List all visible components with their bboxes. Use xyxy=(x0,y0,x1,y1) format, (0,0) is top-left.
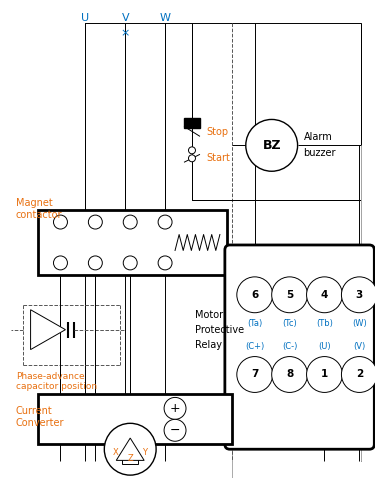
Text: Protective: Protective xyxy=(195,325,244,335)
Polygon shape xyxy=(30,310,65,350)
Text: buzzer: buzzer xyxy=(303,148,336,159)
Circle shape xyxy=(306,356,343,392)
Text: Motor: Motor xyxy=(195,310,223,319)
Text: contactor: contactor xyxy=(16,210,62,220)
Text: Relay: Relay xyxy=(195,340,222,350)
Text: Stop: Stop xyxy=(206,127,228,137)
Bar xyxy=(184,118,200,128)
Circle shape xyxy=(272,356,308,392)
Text: −: − xyxy=(170,424,180,437)
Text: +: + xyxy=(170,402,180,415)
Circle shape xyxy=(104,423,156,475)
Text: ×: × xyxy=(121,29,130,39)
FancyBboxPatch shape xyxy=(225,245,374,449)
Text: Phase-advance: Phase-advance xyxy=(16,372,84,380)
Text: Z: Z xyxy=(127,454,133,463)
Circle shape xyxy=(88,215,102,229)
Circle shape xyxy=(164,398,186,419)
Text: 1: 1 xyxy=(321,369,328,379)
Text: Y: Y xyxy=(142,448,147,457)
Circle shape xyxy=(53,256,67,270)
Text: Converter: Converter xyxy=(16,418,64,428)
Circle shape xyxy=(341,356,376,392)
Text: X: X xyxy=(112,448,118,457)
Text: (Tc): (Tc) xyxy=(282,319,297,328)
Text: 6: 6 xyxy=(251,290,258,300)
Circle shape xyxy=(272,277,308,313)
Text: (C-): (C-) xyxy=(282,342,297,351)
Circle shape xyxy=(341,277,376,313)
Circle shape xyxy=(123,256,137,270)
Circle shape xyxy=(53,215,67,229)
Text: 3: 3 xyxy=(356,290,363,300)
Circle shape xyxy=(246,119,297,171)
Circle shape xyxy=(237,277,273,313)
Text: (C+): (C+) xyxy=(245,342,264,351)
Text: 2: 2 xyxy=(356,369,363,379)
Text: Current: Current xyxy=(16,406,52,416)
Circle shape xyxy=(158,215,172,229)
Circle shape xyxy=(158,256,172,270)
Text: 4: 4 xyxy=(321,290,328,300)
Circle shape xyxy=(88,256,102,270)
Text: Alarm: Alarm xyxy=(303,132,332,142)
Text: 8: 8 xyxy=(286,369,293,379)
Bar xyxy=(38,210,227,275)
Text: Magnet: Magnet xyxy=(16,198,52,208)
Text: (W): (W) xyxy=(352,319,367,328)
Text: 5: 5 xyxy=(286,290,293,300)
Circle shape xyxy=(306,277,343,313)
Circle shape xyxy=(123,215,137,229)
Text: (Tb): (Tb) xyxy=(316,319,333,328)
Circle shape xyxy=(237,356,273,392)
Circle shape xyxy=(164,419,186,441)
Text: (Ta): (Ta) xyxy=(247,319,262,328)
Text: W: W xyxy=(159,13,171,23)
Text: V: V xyxy=(121,13,129,23)
Text: capacitor position: capacitor position xyxy=(16,382,97,391)
Text: (V): (V) xyxy=(353,342,365,351)
Bar xyxy=(122,457,138,464)
Text: Start: Start xyxy=(206,153,230,163)
Text: BZ: BZ xyxy=(262,139,281,152)
Circle shape xyxy=(188,155,196,162)
Text: (U): (U) xyxy=(318,342,331,351)
Text: 7: 7 xyxy=(251,369,258,379)
Polygon shape xyxy=(116,438,144,460)
Circle shape xyxy=(188,147,196,154)
Bar xyxy=(38,394,232,444)
Text: U: U xyxy=(81,13,89,23)
